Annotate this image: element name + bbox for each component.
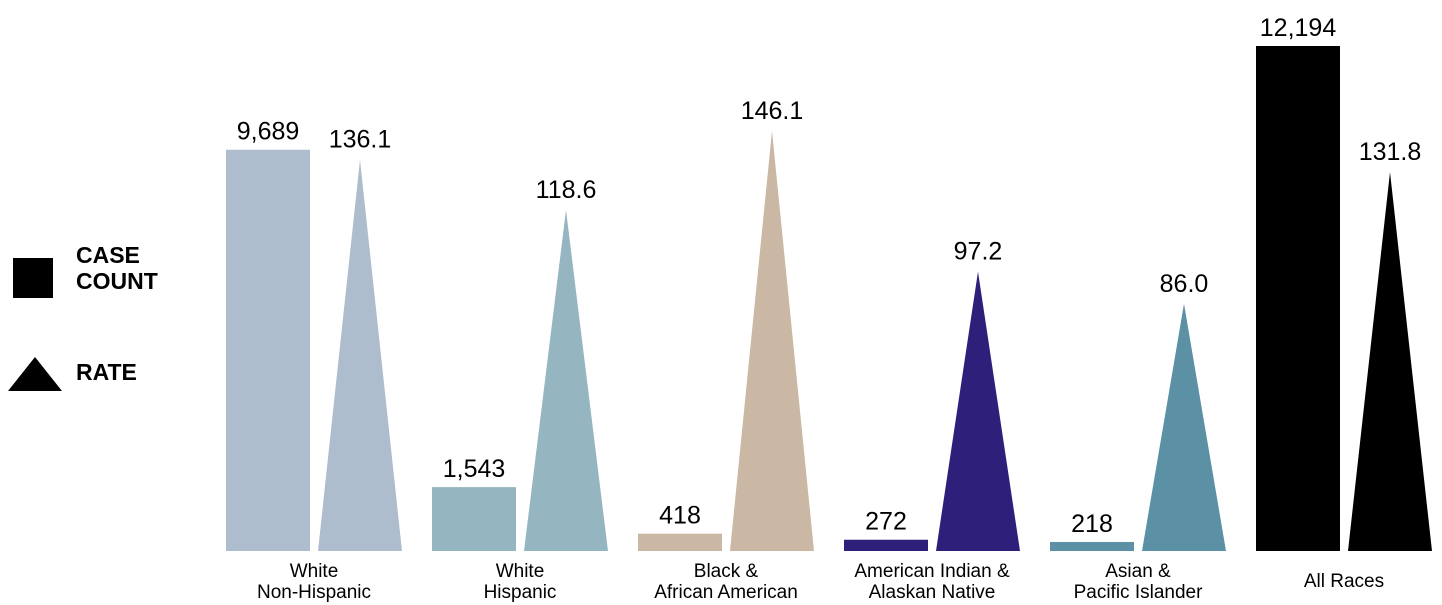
rate-triangle (936, 271, 1020, 551)
category-label: Hispanic (484, 582, 557, 603)
count-value-label: 9,689 (237, 118, 300, 146)
rate-triangle (1142, 303, 1226, 551)
rate-value-label: 86.0 (1160, 270, 1209, 298)
chart-marks: 9,689 136.1WhiteNon-Hispanic1,543118.6Whi… (226, 14, 1432, 603)
category-label: Asian & (1105, 561, 1171, 582)
count-value-label: 272 (865, 508, 907, 536)
count-bar (432, 487, 516, 551)
count-value-label: 418 (659, 502, 701, 530)
rate-value-label: 97.2 (954, 238, 1003, 266)
category-label: Non-Hispanic (257, 582, 371, 603)
triangle-icon (8, 357, 62, 391)
bar-group: 12,194 131.8 All Races (1256, 14, 1432, 592)
count-value-label: 12,194 (1260, 14, 1337, 42)
category-label: White (290, 561, 339, 582)
legend-label-case-count: CASE (76, 242, 140, 268)
count-bar (226, 149, 310, 552)
category-label: White (496, 561, 545, 582)
category-label: African American (654, 582, 798, 603)
count-value-label: 218 (1071, 510, 1113, 538)
rate-value-label: 136.1 (329, 126, 392, 154)
category-label: American Indian & (854, 561, 1010, 582)
rate-value-label: 118.6 (536, 176, 597, 204)
rate-value-label: 131.8 (1359, 138, 1422, 166)
count-bar (1050, 541, 1134, 551)
category-label: All Races (1304, 571, 1384, 592)
rate-triangle (730, 131, 814, 551)
category-label: Black & (694, 561, 759, 582)
rate-triangle (524, 210, 608, 552)
legend-label-rate: RATE (76, 359, 137, 385)
count-bar (638, 533, 722, 551)
category-label: Pacific Islander (1074, 582, 1204, 603)
rate-value-label: 146.1 (741, 97, 804, 125)
rate-triangle (318, 159, 402, 551)
bar-group: 418 146.1 Black &African American (638, 97, 814, 603)
count-bar (1256, 46, 1340, 551)
legend-label-case-count: COUNT (76, 268, 158, 294)
category-label: Alaskan Native (869, 582, 996, 603)
bar-group: 272 97.2 American Indian &Alaskan Native (844, 238, 1020, 603)
count-value-label: 1,543 (443, 455, 506, 483)
count-bar (844, 539, 928, 551)
rate-triangle (1348, 172, 1432, 551)
bar-group: 218 86.0 Asian &Pacific Islander (1050, 270, 1226, 603)
square-icon (13, 258, 53, 298)
